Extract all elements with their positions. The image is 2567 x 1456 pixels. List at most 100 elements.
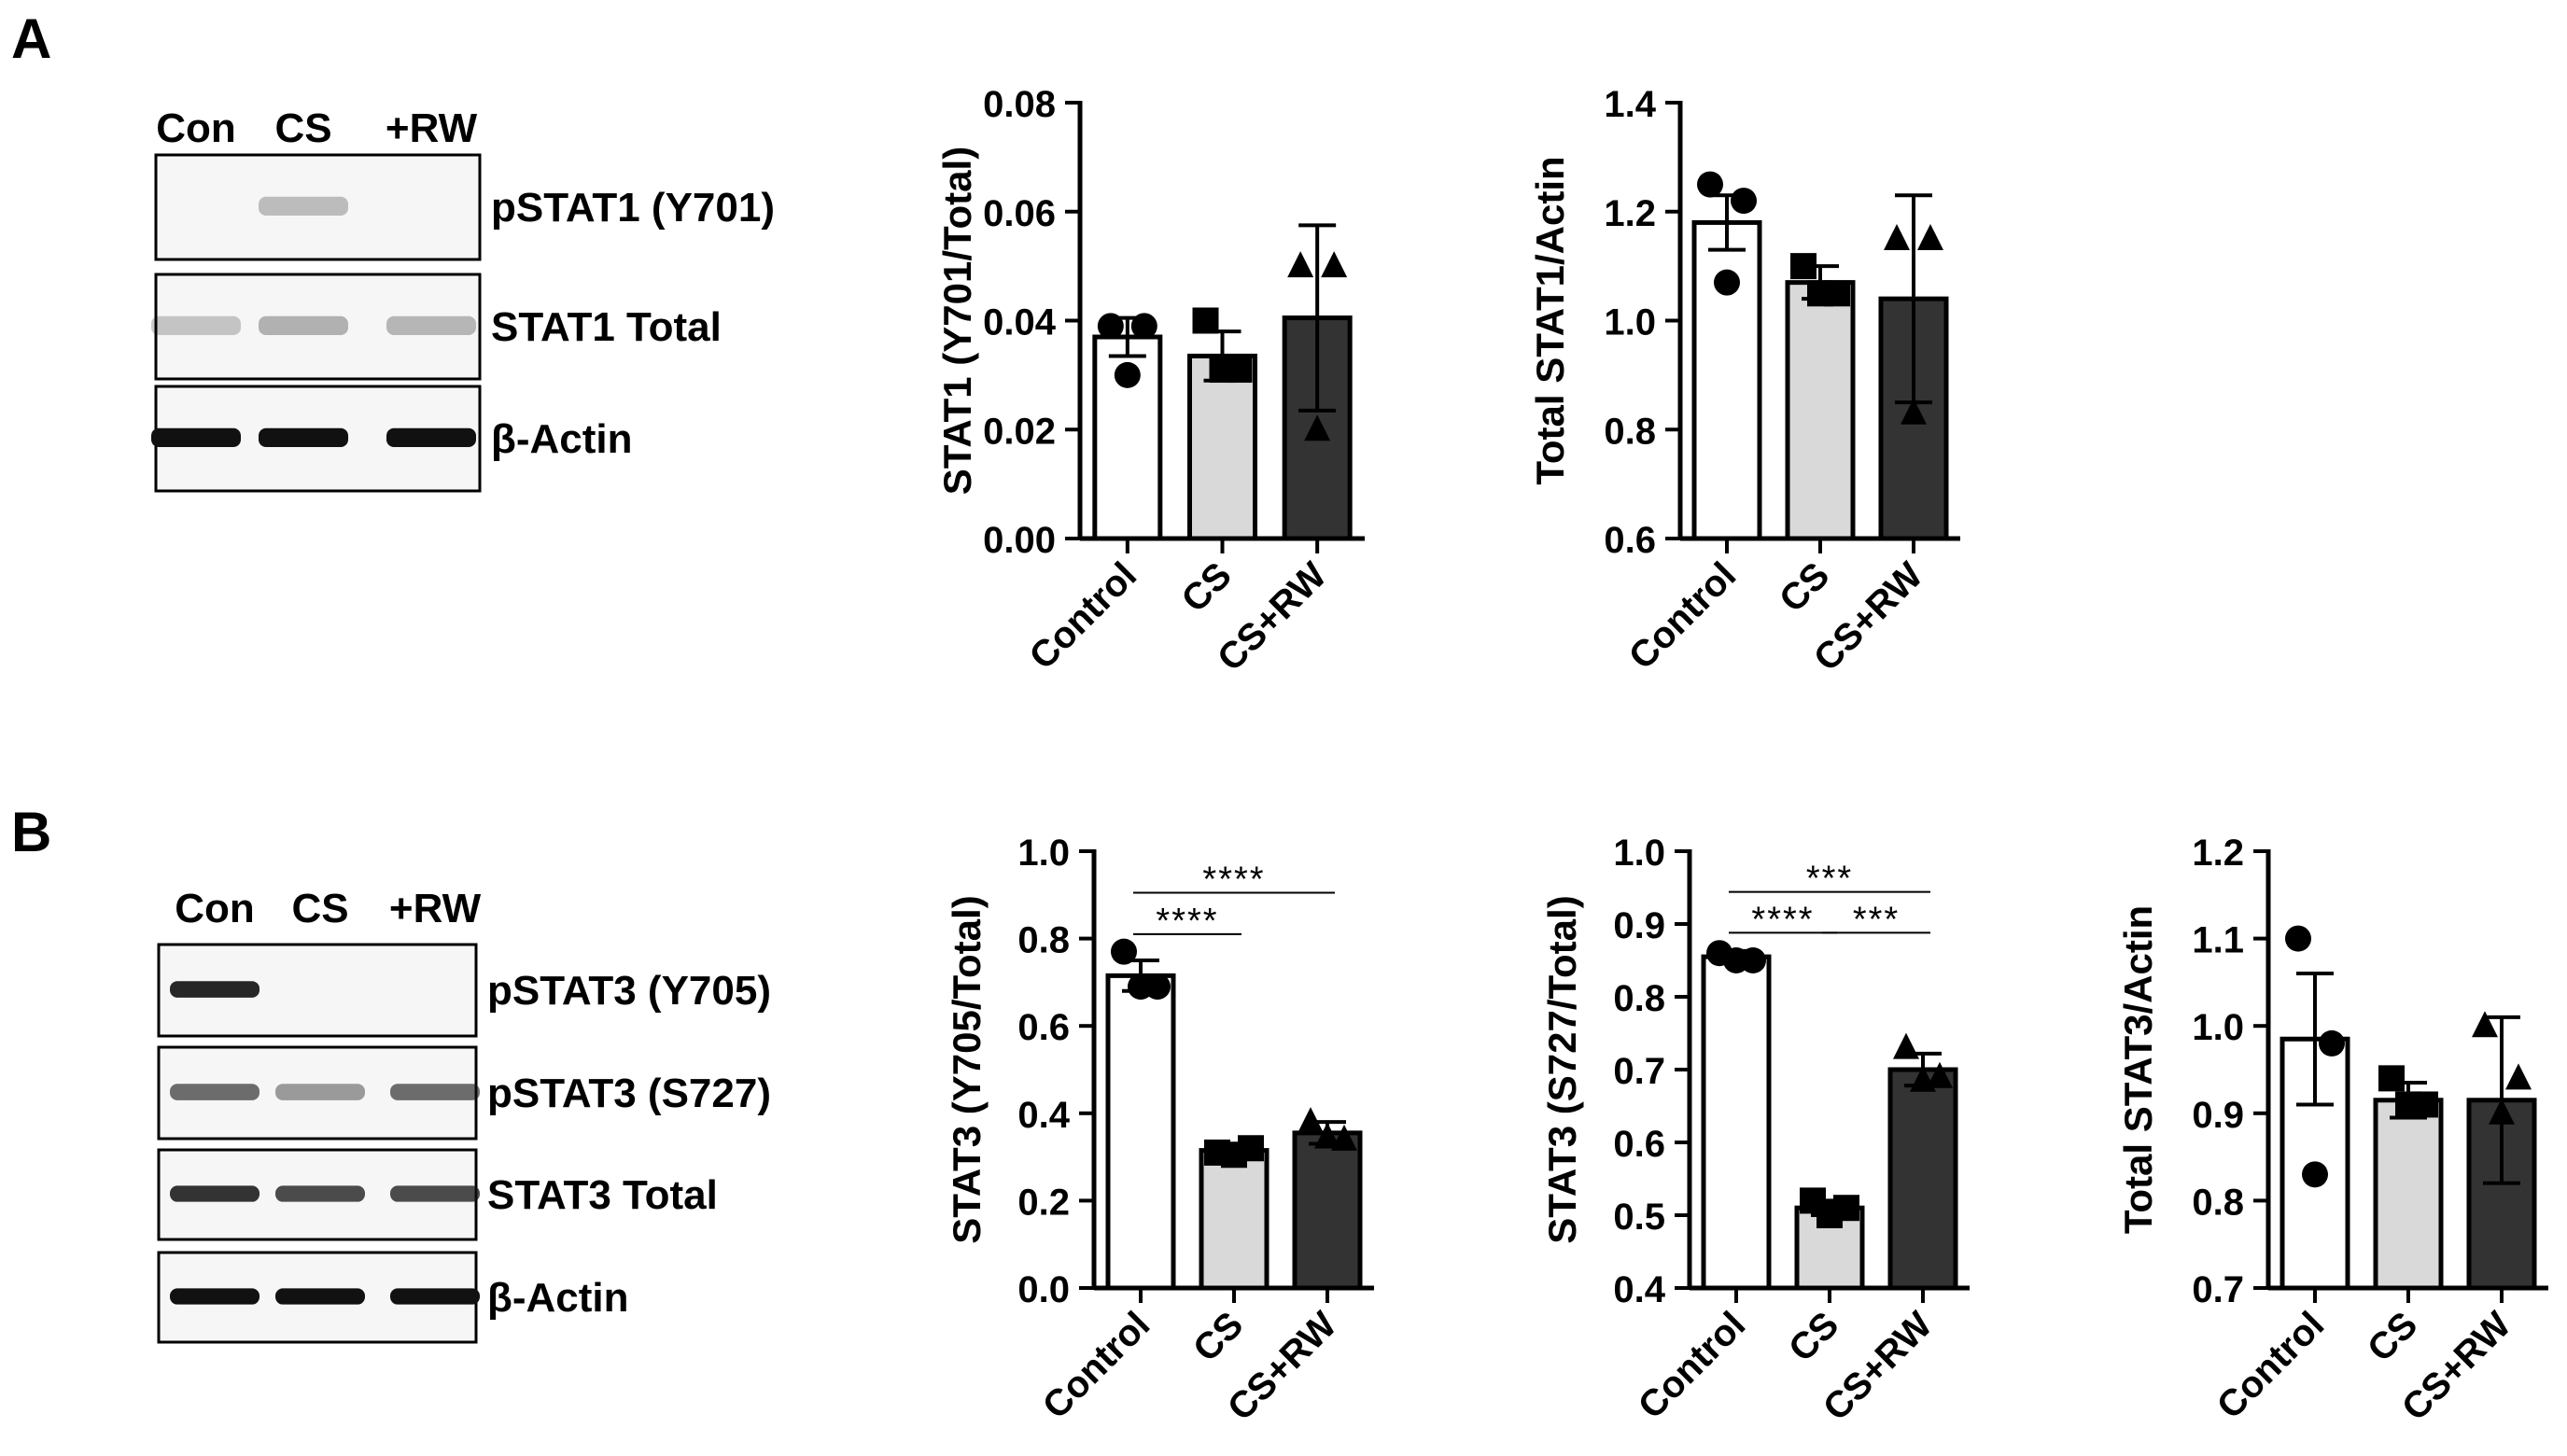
y-tick-label: 0.06 (983, 193, 1056, 234)
y-tick-label: 0.04 (983, 302, 1057, 343)
blot-row-label: STAT1 Total (491, 304, 722, 350)
blot-band (259, 196, 348, 216)
blot-band (390, 1288, 480, 1305)
blot-band (170, 1185, 260, 1202)
y-tick-label: 0.4 (1017, 1095, 1070, 1136)
y-tick-label: 0.5 (1613, 1197, 1665, 1238)
data-point-square (2378, 1065, 2405, 1092)
y-tick-label: 0.7 (2192, 1269, 2244, 1310)
data-point-triangle (1917, 223, 1943, 250)
y-tick-label: 0.6 (1613, 1124, 1665, 1165)
western-blot-a: Con CS +RW pSTAT1 (Y701) STAT1 Total β-Actin (151, 105, 775, 493)
blot-row-label: β-Actin (487, 1275, 629, 1321)
blot-band (386, 315, 476, 335)
y-tick-label: 0.9 (1613, 905, 1665, 946)
y-tick-label: 0.6 (1017, 1007, 1070, 1048)
data-point-triangle (1884, 223, 1910, 250)
data-point-triangle (2489, 1098, 2515, 1125)
data-point-triangle (1304, 414, 1331, 441)
blot-band (259, 427, 348, 447)
significance-label: *** (1806, 860, 1853, 899)
y-tick-label: 1.2 (2192, 833, 2244, 874)
bar-cs (1187, 353, 1257, 541)
blot-band (259, 315, 348, 335)
significance-label: **** (1202, 860, 1265, 899)
y-tick-label: 0.0 (1017, 1269, 1070, 1310)
blot-band (275, 1288, 365, 1305)
data-point-triangle (1910, 1065, 1936, 1092)
blot-row-label: STAT3 Total (487, 1172, 718, 1218)
lane-label: Con (175, 886, 255, 931)
data-point-circle (1714, 269, 1740, 296)
y-tick-label: 0.8 (2192, 1182, 2244, 1223)
bar-cs-rw (1887, 1067, 1958, 1291)
data-point-circle (1111, 938, 1137, 965)
blot-band (390, 1185, 480, 1202)
lane-label: +RW (386, 105, 478, 151)
bar-cs (1785, 280, 1856, 541)
y-tick-label: 0.08 (983, 84, 1056, 125)
blot-strip (154, 153, 482, 261)
blot-band (151, 427, 241, 447)
blot-band (275, 1185, 365, 1202)
data-point-triangle (1287, 251, 1314, 278)
data-point-square (1790, 253, 1817, 280)
blot-band (170, 1084, 260, 1100)
data-point-square (1817, 1202, 1843, 1228)
x-tick-label: Control (1022, 554, 1145, 678)
data-point-triangle (1893, 1032, 1919, 1059)
panel-letter-b: B (11, 801, 51, 863)
y-tick-label: 0.8 (1017, 920, 1070, 961)
significance-label: *** (1853, 900, 1900, 939)
data-point-circle (1723, 947, 1749, 973)
data-point-square (1221, 1141, 1247, 1169)
x-tick-label: CS (1781, 1304, 1846, 1369)
bar-cs (1199, 1148, 1269, 1291)
data-point-circle (1097, 313, 1124, 340)
y-tick-label: 1.0 (1613, 833, 1665, 874)
x-tick-label: Control (1621, 554, 1745, 678)
y-tick-label: 1.0 (1017, 833, 1070, 874)
y-tick-label: 0.9 (2192, 1095, 2244, 1136)
x-tick-label: Control (1035, 1304, 1158, 1427)
panel-letter-a: A (11, 7, 51, 70)
x-tick-label: Control (1631, 1304, 1754, 1427)
y-axis-title: STAT1 (Y701/Total) (935, 147, 979, 495)
lane-label: CS (274, 105, 331, 151)
significance-label: **** (1156, 902, 1218, 941)
data-point-triangle (1298, 1107, 1324, 1134)
data-point-circle (1697, 171, 1723, 198)
y-tick-label: 0.8 (1604, 411, 1656, 452)
lane-label: Con (156, 105, 236, 151)
data-point-circle (1731, 188, 1757, 215)
y-tick-label: 1.4 (1604, 84, 1656, 125)
data-point-circle (1128, 973, 1154, 1001)
y-axis-title: STAT3 (S727/Total) (1540, 895, 1584, 1243)
bar-cs-rw (1292, 1130, 1363, 1291)
x-tick-label: CS (1173, 554, 1239, 620)
data-point-circle (1114, 361, 1141, 388)
bar-cs (2373, 1098, 2444, 1291)
blot-row-label: pSTAT3 (S727) (487, 1071, 771, 1116)
y-tick-label: 0.8 (1613, 978, 1665, 1019)
blot-strip (154, 273, 482, 381)
lane-label: +RW (389, 886, 482, 931)
data-point-circle (2285, 925, 2311, 952)
bar-control (1701, 954, 1772, 1291)
data-point-triangle (1321, 251, 1348, 278)
significance-label: **** (1751, 900, 1814, 939)
blot-row-label: pSTAT3 (Y705) (487, 968, 771, 1014)
y-axis-title: Total STAT1/Actin (1528, 156, 1572, 484)
y-tick-label: 0.7 (1613, 1051, 1665, 1092)
blot-band (170, 1288, 260, 1305)
x-tick-label: CS (2360, 1304, 2425, 1369)
y-tick-label: 0.00 (983, 520, 1056, 561)
data-point-triangle (1314, 1122, 1340, 1149)
y-tick-label: 0.4 (1613, 1269, 1665, 1310)
y-axis-title: Total STAT3/Actin (2116, 905, 2160, 1234)
y-tick-label: 1.0 (1604, 302, 1656, 343)
